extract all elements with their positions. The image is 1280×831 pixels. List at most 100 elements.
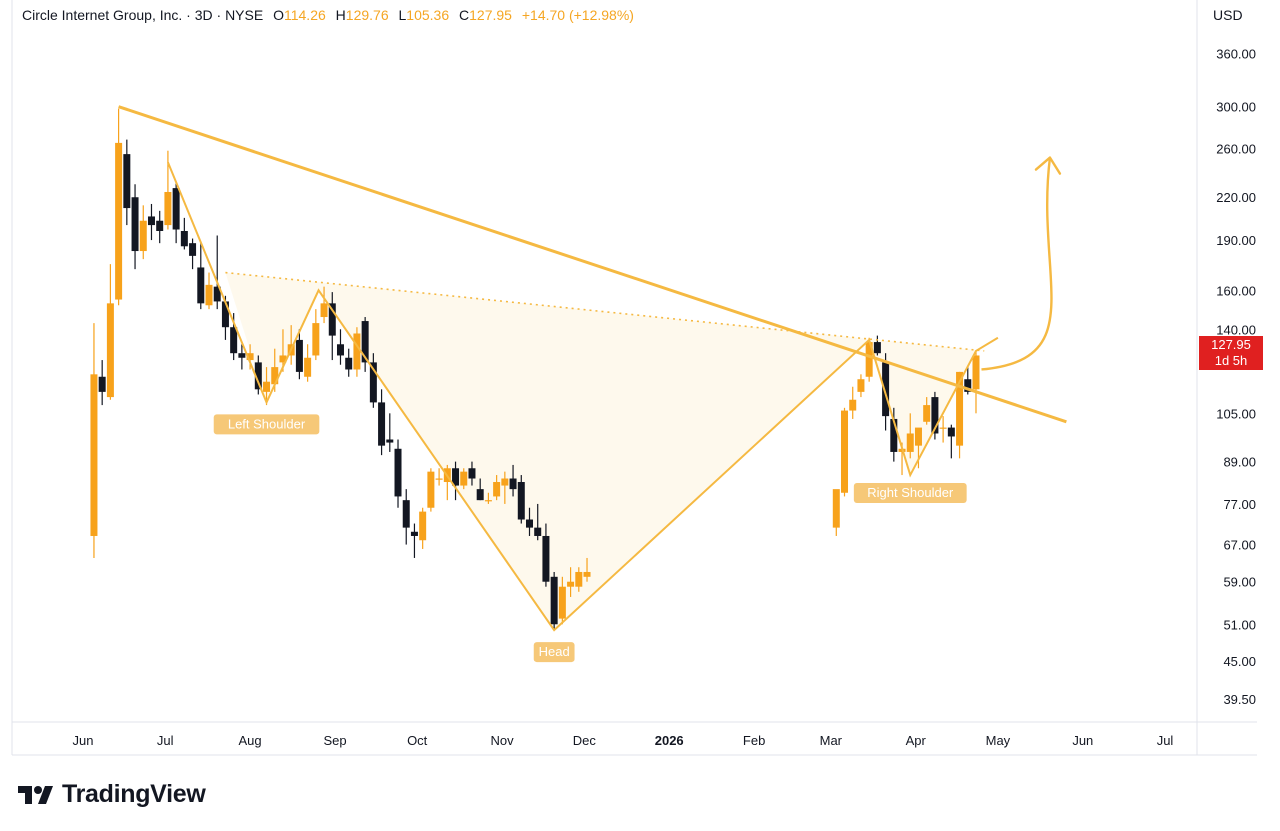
candle-body — [246, 353, 254, 361]
time-tick-label: Oct — [407, 733, 428, 748]
candle-body — [476, 489, 484, 501]
neckline[interactable] — [225, 271, 985, 352]
change-value: +14.70 (+12.98%) — [521, 7, 634, 23]
candle-body — [410, 531, 418, 536]
candle-63 — [849, 386, 857, 419]
time-tick-label: May — [986, 733, 1011, 748]
candle-31 — [345, 348, 353, 377]
candle-body — [460, 471, 468, 486]
candle-body — [427, 471, 435, 508]
price-tick-label: 160.00 — [1216, 283, 1256, 298]
candle-6 — [139, 205, 147, 260]
pattern-label[interactable]: Right Shoulder — [853, 483, 967, 504]
candle-8 — [156, 210, 164, 244]
candle-body — [583, 571, 591, 577]
close-label: C — [459, 7, 470, 23]
candle-body — [841, 410, 849, 493]
high-value: 129.76 — [345, 7, 389, 23]
price-axis[interactable]: 360.00 300.00 260.00 220.00 190.00 160.00 140.… — [1216, 46, 1256, 707]
candle-68 — [890, 407, 898, 462]
currency-button[interactable]: USD — [1213, 7, 1243, 23]
time-tick-label: Jul — [1157, 733, 1174, 748]
candle-body — [947, 427, 955, 437]
candle-body — [378, 402, 386, 446]
candle-28 — [320, 286, 328, 324]
pattern-label[interactable]: Head — [533, 642, 575, 663]
candle-19 — [246, 344, 254, 370]
candle-36 — [386, 413, 394, 452]
pattern-label-text: Right Shoulder — [867, 485, 954, 500]
candle-53 — [525, 507, 533, 536]
pattern-swing-path[interactable] — [166, 161, 999, 632]
candle-body — [213, 286, 221, 302]
candle-body — [295, 339, 303, 372]
candle-body — [435, 478, 443, 480]
candle-43 — [443, 464, 451, 501]
candle-body — [279, 355, 287, 363]
candle-body — [123, 154, 131, 209]
low-value: 105.36 — [406, 7, 450, 23]
price-tick-label: 67.00 — [1223, 538, 1256, 553]
candle-32 — [353, 327, 361, 377]
candle-25 — [295, 329, 303, 380]
candle-body — [857, 379, 865, 392]
candle-18 — [238, 344, 246, 370]
candle-body — [525, 519, 533, 528]
descending-trendline[interactable] — [118, 105, 1067, 424]
candle-12 — [189, 238, 197, 270]
candle-body — [197, 267, 205, 304]
close-value: 127.95 — [469, 7, 512, 23]
breakout-projection-arrow[interactable] — [981, 157, 1053, 371]
time-tick-label: Aug — [239, 733, 262, 748]
time-tick-label: Dec — [573, 733, 597, 748]
candle-body — [567, 581, 575, 587]
time-axis[interactable]: Jun Jul Aug Sep Oct Nov Dec 2026 Feb Mar Apr May Jun… — [73, 733, 1174, 748]
candle-body — [931, 397, 939, 434]
candle-body — [906, 433, 914, 452]
price-tick-label: 360.00 — [1216, 46, 1256, 61]
candle-body — [501, 478, 509, 486]
candle-body — [312, 323, 320, 356]
candle-body — [98, 376, 106, 392]
candle-55 — [542, 523, 550, 587]
candle-70 — [906, 413, 914, 459]
pattern-label[interactable]: Left Shoulder — [213, 414, 320, 435]
candle-65 — [865, 337, 873, 382]
candle-body — [369, 362, 377, 403]
candle-body — [402, 500, 410, 528]
time-tick-label: Sep — [323, 733, 346, 748]
candle-body — [156, 220, 164, 231]
candle-26 — [304, 344, 312, 382]
candle-body — [320, 303, 328, 318]
symbol-name[interactable]: Circle Internet Group, Inc. · 3D · NYSE — [22, 7, 264, 23]
candle-73 — [931, 391, 939, 440]
candle-58 — [567, 567, 575, 597]
candle-body — [254, 362, 262, 390]
price-tick-label: 59.00 — [1223, 575, 1256, 590]
candle-3 — [115, 108, 123, 306]
candle-0 — [90, 323, 98, 558]
candle-body — [939, 427, 947, 429]
candle-body — [180, 230, 188, 247]
arrow-head-icon — [1034, 156, 1062, 175]
candle-body — [230, 327, 238, 354]
candle-body — [164, 191, 172, 226]
pattern-overlay: Left Shoulder Head Right Shoulder — [118, 105, 1067, 663]
candle-37 — [394, 439, 402, 508]
time-tick-label: Nov — [491, 733, 515, 748]
last-price-value: 127.95 — [1211, 337, 1251, 352]
candle-33 — [361, 317, 369, 372]
candle-body — [345, 357, 353, 370]
candle-46 — [468, 461, 476, 486]
bar-countdown: 1d 5h — [1214, 353, 1248, 368]
candle-1 — [98, 360, 106, 406]
brand[interactable]: TradingView — [18, 780, 206, 809]
candle-body — [139, 220, 147, 252]
candle-47 — [476, 478, 484, 501]
pattern-label-text: Head — [539, 644, 570, 659]
candle-body — [558, 586, 566, 619]
candle-body — [90, 374, 98, 536]
open-label: O — [273, 7, 284, 23]
candle-body — [172, 188, 180, 230]
